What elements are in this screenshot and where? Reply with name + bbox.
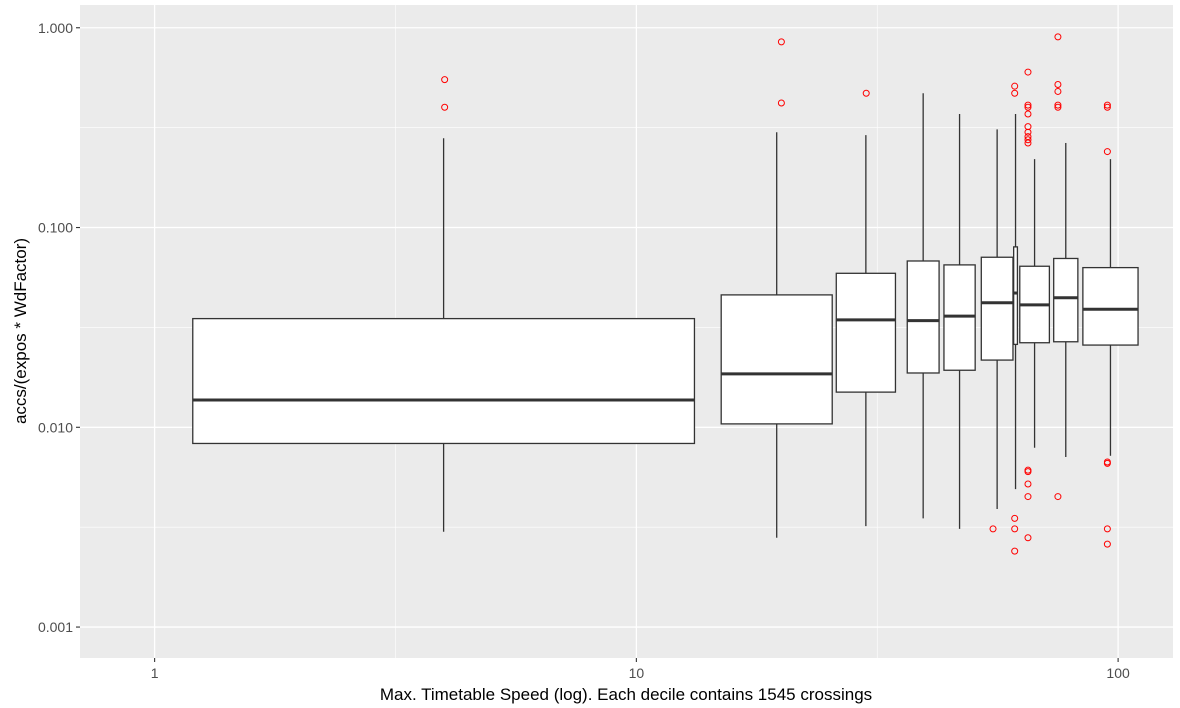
- axis-ticks: [76, 27, 1119, 662]
- x-tick-label: 1: [151, 665, 159, 681]
- outlier-point: [441, 103, 449, 111]
- outlier-point: [777, 38, 785, 46]
- outlier-point: [1103, 103, 1111, 111]
- outlier-point: [1103, 101, 1111, 109]
- outlier-point: [1011, 82, 1019, 90]
- box: [192, 138, 696, 532]
- outlier-point: [1011, 89, 1019, 97]
- y-tick-labels: 0.001 0.010 0.100 1.000: [38, 20, 73, 635]
- x-axis-title: Max. Timetable Speed (log). Each decile …: [380, 685, 872, 704]
- box: [906, 93, 940, 519]
- outlier-point: [1024, 139, 1032, 147]
- box: [1013, 114, 1019, 490]
- outlier-point: [1054, 33, 1062, 41]
- outlier-point: [1024, 534, 1032, 542]
- box: [1019, 159, 1051, 448]
- outlier-point: [1103, 459, 1111, 467]
- outlier-point: [1024, 101, 1032, 109]
- outlier-point: [1024, 480, 1032, 488]
- box: [980, 129, 1014, 509]
- outlier-point: [1024, 68, 1032, 76]
- outlier-point: [1103, 525, 1111, 533]
- box-iqr: [1053, 257, 1079, 343]
- box-iqr: [1082, 266, 1139, 346]
- outlier-point: [1024, 136, 1032, 144]
- outlier-point: [1054, 80, 1062, 88]
- outlier-point: [777, 99, 785, 107]
- y-tick-label: 0.001: [38, 619, 73, 635]
- outlier-point: [1103, 540, 1111, 548]
- box: [720, 132, 833, 538]
- box-iqr: [1013, 246, 1019, 346]
- outlier-point: [1054, 493, 1062, 501]
- outlier-point: [441, 76, 449, 84]
- box: [943, 114, 976, 529]
- outlier-point: [1011, 547, 1019, 555]
- y-axis-title: accs/(expos * WdFactor): [11, 238, 30, 424]
- outlier-point: [862, 89, 870, 97]
- y-tick-label: 1.000: [38, 20, 73, 36]
- box-iqr: [906, 260, 940, 374]
- outlier-point: [1011, 514, 1019, 522]
- y-tick-label: 0.100: [38, 220, 73, 236]
- x-tick-label: 10: [629, 665, 645, 681]
- outlier-point: [1054, 87, 1062, 95]
- outlier-point: [1024, 468, 1032, 476]
- box: [835, 135, 897, 527]
- box: [1082, 159, 1139, 456]
- outlier-point: [1024, 493, 1032, 501]
- box-iqr: [835, 272, 897, 393]
- outlier-point: [1011, 525, 1019, 533]
- x-tick-labels: 1 10 100: [151, 665, 1130, 681]
- outlier-point: [1024, 103, 1032, 111]
- outlier-points: [441, 33, 1111, 555]
- outlier-point: [1054, 101, 1062, 109]
- outlier-point: [1103, 148, 1111, 156]
- box: [1053, 142, 1079, 458]
- x-tick-label: 100: [1106, 665, 1130, 681]
- outlier-point: [1054, 103, 1062, 111]
- y-tick-label: 0.010: [38, 419, 73, 435]
- outlier-point: [1024, 110, 1032, 118]
- box-series: [192, 93, 1139, 538]
- outlier-point: [989, 525, 997, 533]
- box-iqr: [720, 294, 833, 425]
- outlier-point: [1024, 128, 1032, 136]
- box-iqr: [980, 256, 1014, 361]
- box-iqr: [192, 317, 696, 445]
